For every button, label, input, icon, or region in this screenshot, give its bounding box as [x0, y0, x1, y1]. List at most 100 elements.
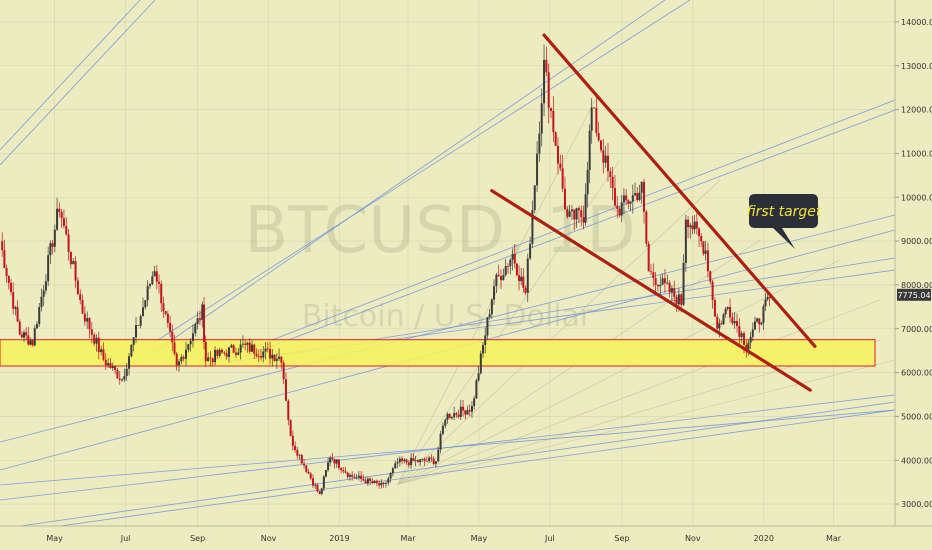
x-tick-label: Mar	[826, 534, 842, 543]
candle-body	[459, 406, 462, 417]
x-tick-label: Sep	[614, 534, 629, 543]
candle-body	[405, 459, 408, 463]
candle-body	[364, 480, 367, 484]
candle-body	[766, 297, 769, 300]
candle-body	[309, 473, 312, 479]
y-tick-label: 4000.00	[901, 456, 932, 465]
candle-body	[618, 208, 621, 216]
candle-body	[450, 417, 453, 419]
candle-body	[547, 72, 550, 108]
candle-body	[207, 357, 210, 362]
candle-body	[118, 378, 121, 380]
channel-upper-line[interactable]	[542, 33, 817, 348]
candle-body	[550, 107, 553, 111]
candle-body	[38, 307, 41, 325]
y-tick-label: 10000.00	[901, 193, 932, 202]
candle-body	[81, 299, 84, 314]
candle-body	[570, 209, 573, 212]
candle-body	[526, 258, 529, 293]
candle-body	[556, 145, 559, 164]
callout-label: first target	[747, 204, 822, 220]
support-zone[interactable]	[0, 339, 876, 367]
candle-body	[586, 169, 589, 195]
x-tick-label: Jul	[120, 534, 131, 543]
candle-body	[135, 325, 138, 338]
candle-body	[511, 254, 514, 260]
candle-body	[695, 221, 698, 229]
candle-body	[244, 343, 247, 345]
candle-body	[538, 133, 541, 154]
trend-line	[59, 409, 896, 527]
candle-body	[652, 272, 655, 279]
candle-body	[738, 326, 741, 337]
candle-body	[484, 335, 487, 345]
candle-body	[86, 318, 89, 322]
trend-line	[0, 0, 141, 151]
trend-line	[149, 0, 691, 346]
candle-body	[1, 241, 4, 251]
candle-body	[709, 271, 712, 282]
candle-body	[631, 195, 634, 202]
candle-body	[351, 474, 354, 477]
candle-body	[493, 286, 496, 300]
candle-body	[394, 463, 397, 469]
candle-body	[401, 458, 404, 462]
candle-body	[9, 282, 12, 293]
channel-lower-line[interactable]	[490, 189, 812, 392]
candle-body	[250, 344, 253, 352]
candle-body	[282, 362, 285, 380]
candle-body	[627, 200, 630, 204]
candle-body	[470, 406, 473, 412]
candle-body	[346, 472, 349, 477]
candle-body	[403, 459, 406, 462]
candle-body	[88, 318, 91, 330]
candle-body	[260, 356, 263, 358]
candle-body	[604, 155, 607, 163]
candle-body	[698, 228, 701, 237]
candle-body	[689, 225, 692, 228]
candle-body	[387, 478, 390, 484]
candle-body	[473, 398, 476, 407]
candle-body	[457, 414, 460, 417]
candle-body	[582, 217, 585, 223]
candle-body	[520, 276, 523, 282]
x-tick-label: Sep	[190, 534, 205, 543]
candle-body	[661, 278, 664, 285]
candle-body	[296, 449, 299, 456]
first-target-callout[interactable]: first target	[747, 194, 822, 249]
candle-body	[724, 308, 727, 315]
candle-body	[36, 324, 39, 329]
candle-body	[515, 263, 518, 276]
candle-body	[389, 473, 392, 479]
candle-body	[266, 348, 269, 350]
candle-body	[687, 219, 690, 228]
y-tick-label: 9000.00	[901, 237, 932, 246]
candle-body	[246, 342, 249, 345]
candle-body	[466, 410, 469, 415]
trend-line	[19, 401, 896, 527]
candle-body	[375, 480, 378, 484]
candle-body	[464, 410, 467, 415]
candle-body	[434, 461, 437, 464]
candle-body	[509, 259, 512, 267]
candle-body	[622, 195, 625, 203]
candle-body	[729, 306, 732, 318]
candle-body	[645, 211, 648, 244]
candle-body	[322, 476, 325, 489]
candle-body	[677, 294, 680, 305]
candle-body	[27, 335, 30, 345]
candle-body	[742, 333, 745, 345]
candle-body	[33, 328, 36, 346]
x-tick-label: Nov	[261, 534, 277, 543]
candle-body	[430, 457, 433, 459]
candle-body	[155, 271, 158, 282]
candle-body	[595, 107, 598, 134]
trend-line	[149, 0, 666, 356]
candle-body	[20, 334, 23, 338]
candle-body	[353, 476, 356, 478]
trend-line	[0, 409, 896, 486]
candle-body	[180, 357, 183, 362]
candle-body	[12, 292, 15, 309]
candle-body	[590, 107, 593, 131]
